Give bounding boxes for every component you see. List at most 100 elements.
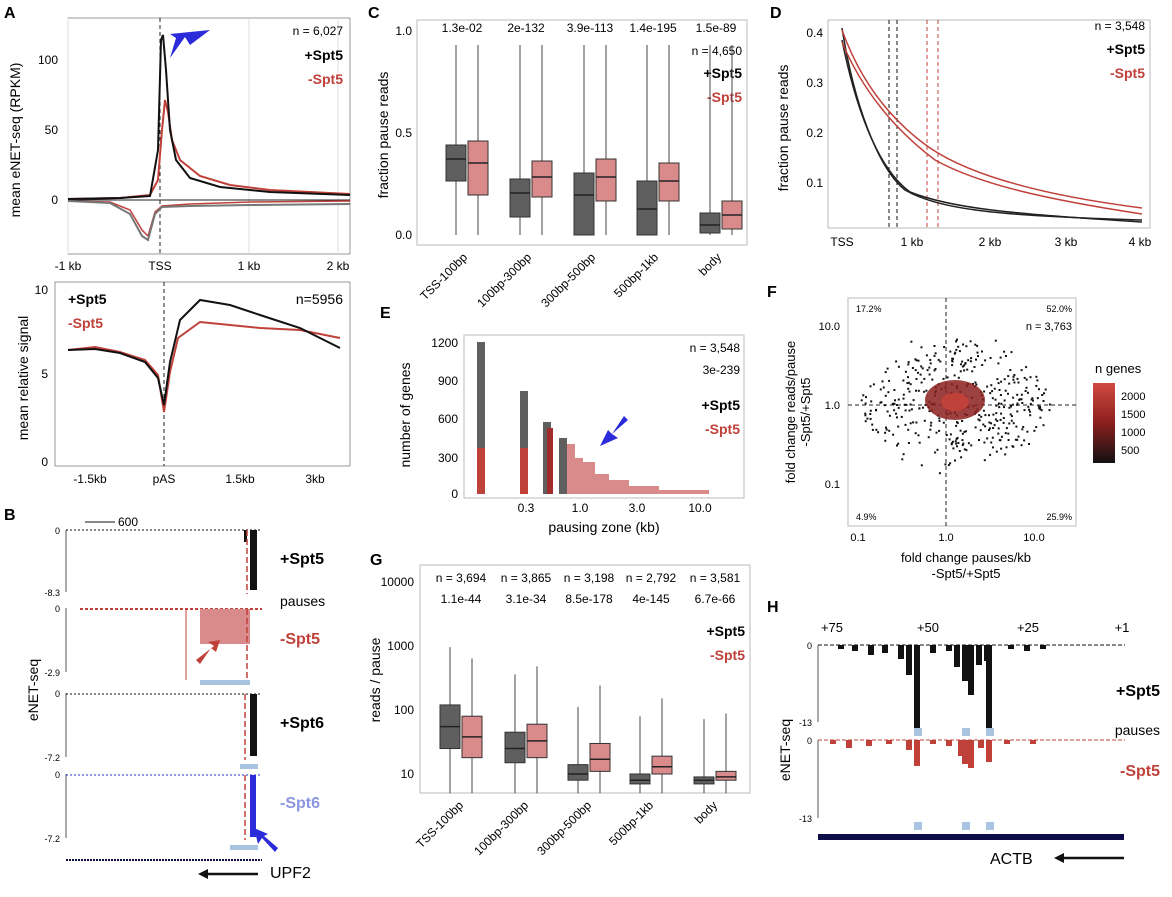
f-point: [1029, 414, 1032, 417]
f-point: [1002, 421, 1005, 424]
h-bar: [866, 740, 872, 746]
f-point: [925, 354, 928, 357]
panel-h: eNET-seq +75 +50 +25 +1 0 -13 0 -13 +Spt…: [777, 620, 1160, 868]
f-point: [892, 433, 895, 436]
f-point: [952, 447, 955, 450]
f-point: [963, 448, 966, 451]
f-point: [981, 350, 983, 353]
c-box: [636, 180, 658, 236]
f-point: [960, 363, 962, 366]
h-pause-mark: [962, 728, 970, 736]
b-track-min: -8.3: [44, 588, 60, 598]
a2-series-minus-spt5: [67, 320, 341, 413]
c-ytick: 0.5: [395, 126, 412, 140]
f-point: [1020, 393, 1023, 396]
f-point: [964, 362, 967, 365]
f-point: [915, 359, 918, 362]
f-point: [895, 360, 898, 363]
e-arrow-blue: [600, 416, 628, 446]
b-arrow-blue: [254, 828, 278, 852]
f-point: [1041, 394, 1044, 396]
h-bars: [830, 645, 1046, 768]
a2-legend-plus: +Spt5: [68, 291, 107, 307]
h-bar: [846, 740, 852, 748]
f-legend-title: n genes: [1095, 361, 1142, 376]
g-category-label: body: [692, 798, 720, 826]
a2-ytick: 10: [35, 283, 49, 297]
g-box: [567, 764, 589, 781]
g-count: n = 3,198: [564, 571, 615, 585]
f-point: [1003, 350, 1006, 353]
b-pause-ticks: [200, 680, 250, 685]
f-ytick: 10.0: [819, 321, 840, 333]
panel-g: reads / pause 10 100 1000 10000 +Spt5 -S…: [367, 564, 751, 858]
h-bar: [1024, 645, 1030, 651]
f-point: [907, 361, 910, 364]
f-point: [1036, 397, 1039, 400]
f-point: [976, 351, 979, 354]
f-point: [991, 397, 994, 400]
f-point: [994, 418, 997, 421]
d-series-plus-spt5: [841, 27, 1143, 221]
f-point: [951, 360, 954, 363]
e-bar-plus: [559, 438, 567, 494]
a2-xtick: 1.5kb: [225, 472, 255, 486]
f-legend-tick: 500: [1121, 445, 1139, 457]
f-point: [997, 402, 1000, 405]
f-point: [1039, 408, 1042, 411]
h-track-label: +Spt5: [1116, 683, 1160, 700]
f-point: [897, 365, 900, 368]
h-bar: [986, 740, 992, 762]
a2-ytick: 0: [41, 455, 48, 469]
panel-c: fraction pause reads 0.0 0.5 1.0 n = 4,6…: [375, 19, 748, 310]
f-point: [975, 383, 978, 386]
h-pause-mark: [986, 822, 994, 830]
f-point: [997, 427, 1000, 430]
f-point: [997, 432, 1000, 435]
f-point: [884, 431, 887, 434]
f-point: [1003, 406, 1005, 409]
f-point: [888, 379, 891, 382]
f-point: [933, 345, 936, 347]
g-pvalue: 6.7e-66: [695, 592, 736, 606]
e-legend-minus: -Spt5: [705, 421, 740, 437]
f-point: [901, 458, 904, 461]
a-legend-minus: -Spt5: [308, 71, 343, 87]
f-point: [989, 392, 992, 395]
d-ylabel: fraction pause reads: [775, 65, 791, 192]
f-point: [934, 451, 937, 454]
f-point: [1005, 427, 1008, 430]
f-point: [991, 436, 994, 439]
f-point: [957, 345, 960, 348]
g-box: [589, 742, 611, 772]
f-point: [1016, 377, 1019, 380]
c-ylabel: fraction pause reads: [375, 72, 391, 199]
h-bar: [954, 645, 960, 667]
f-point: [1017, 435, 1020, 438]
f-point: [965, 449, 968, 452]
f-point: [1007, 439, 1010, 441]
panel-a2: mean relative signal 0 5 10 -1.5kb pAS 1…: [15, 281, 351, 486]
f-point: [1007, 432, 1010, 435]
f-point: [872, 383, 875, 386]
f-point: [864, 414, 867, 417]
f-xlabel: fold change pauses/kb: [901, 550, 1031, 565]
f-point: [997, 382, 1000, 385]
h-bar: [852, 645, 858, 651]
h-xtick: +1: [1115, 620, 1130, 635]
g-plot-frame: [419, 564, 751, 794]
f-point: [1020, 369, 1023, 372]
f-point: [914, 369, 917, 372]
b-pause-ticks: [230, 845, 258, 850]
f-point: [893, 389, 896, 391]
h-bar: [962, 740, 968, 764]
f-point: [956, 338, 958, 341]
f-point: [961, 439, 964, 442]
f-point: [1020, 444, 1023, 447]
f-point: [1013, 381, 1016, 384]
f-point: [904, 423, 907, 426]
f-point: [974, 426, 977, 429]
f-point: [984, 359, 987, 362]
d-xtick: 2 kb: [979, 235, 1002, 249]
f-point: [1023, 376, 1026, 379]
